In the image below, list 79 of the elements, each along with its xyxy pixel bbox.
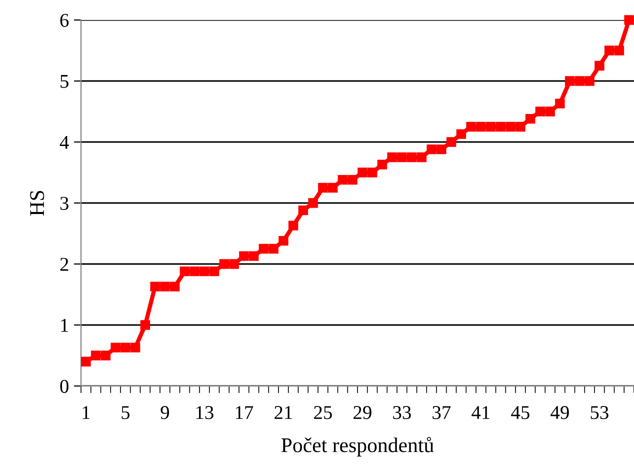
point <box>525 114 536 124</box>
point <box>446 137 456 147</box>
y-tick-label: 3 <box>60 196 68 210</box>
point <box>140 320 150 330</box>
point <box>110 342 120 352</box>
y-tick-label: 6 <box>60 14 69 27</box>
point <box>367 168 378 178</box>
point <box>358 168 368 178</box>
point <box>416 152 427 162</box>
y-tick-label: 5 <box>60 75 68 88</box>
x-tick-label: 21 <box>274 406 292 419</box>
point <box>387 152 397 162</box>
point <box>348 174 358 185</box>
point <box>229 259 239 269</box>
point <box>318 182 328 193</box>
x-tick-label: 49 <box>550 406 569 420</box>
point <box>436 144 446 154</box>
point <box>614 46 624 56</box>
point <box>594 60 604 71</box>
point <box>456 129 466 139</box>
point <box>535 106 546 116</box>
point <box>248 251 259 261</box>
x-tick-label: 37 <box>432 406 451 420</box>
point <box>150 282 160 292</box>
point <box>506 122 516 132</box>
x-tick-label: 33 <box>393 406 411 420</box>
point <box>120 342 130 352</box>
x-tick-label: 13 <box>196 406 214 420</box>
x-tick-label: 45 <box>511 406 530 420</box>
point <box>308 198 318 208</box>
point <box>564 76 575 86</box>
point <box>268 244 278 254</box>
point <box>486 122 496 132</box>
point <box>516 122 526 132</box>
point <box>555 98 565 108</box>
point <box>426 144 436 154</box>
x-tick-label: 5 <box>122 406 130 420</box>
y-tick-label: 2 <box>60 258 68 271</box>
point <box>81 356 91 366</box>
point <box>90 350 101 360</box>
point <box>130 342 140 352</box>
point <box>200 266 210 276</box>
x-tick-label: 25 <box>314 406 332 420</box>
point <box>209 266 220 276</box>
point <box>545 106 555 116</box>
point <box>258 244 269 254</box>
x-axis-title: Počet respondentů <box>281 436 434 456</box>
point <box>288 220 298 230</box>
point <box>406 152 417 162</box>
point <box>190 266 200 276</box>
point <box>170 282 180 292</box>
point <box>219 259 230 269</box>
point <box>574 76 585 86</box>
point <box>466 122 476 132</box>
y-tick-label: 1 <box>61 318 68 332</box>
point <box>278 236 288 246</box>
y-axis-title: HS <box>30 190 44 216</box>
point <box>397 152 407 162</box>
point <box>624 15 634 25</box>
x-tick-label: 29 <box>354 406 372 420</box>
point <box>160 282 170 292</box>
point <box>476 122 486 132</box>
point <box>328 182 338 193</box>
x-tick-label: 17 <box>236 406 254 419</box>
point <box>180 266 190 276</box>
point <box>377 160 388 170</box>
point <box>239 251 249 261</box>
x-tick-label: 53 <box>590 406 608 420</box>
y-tick-label: 4 <box>60 136 69 149</box>
x-tick-label: 41 <box>472 406 490 419</box>
point <box>298 205 308 216</box>
x-tick-label: 1 <box>82 406 90 419</box>
point <box>338 174 348 185</box>
point <box>496 122 506 132</box>
y-tick-label: 0 <box>60 380 68 393</box>
point <box>584 76 594 86</box>
point <box>604 46 614 56</box>
x-tick-label: 9 <box>160 406 170 420</box>
point <box>100 350 111 360</box>
